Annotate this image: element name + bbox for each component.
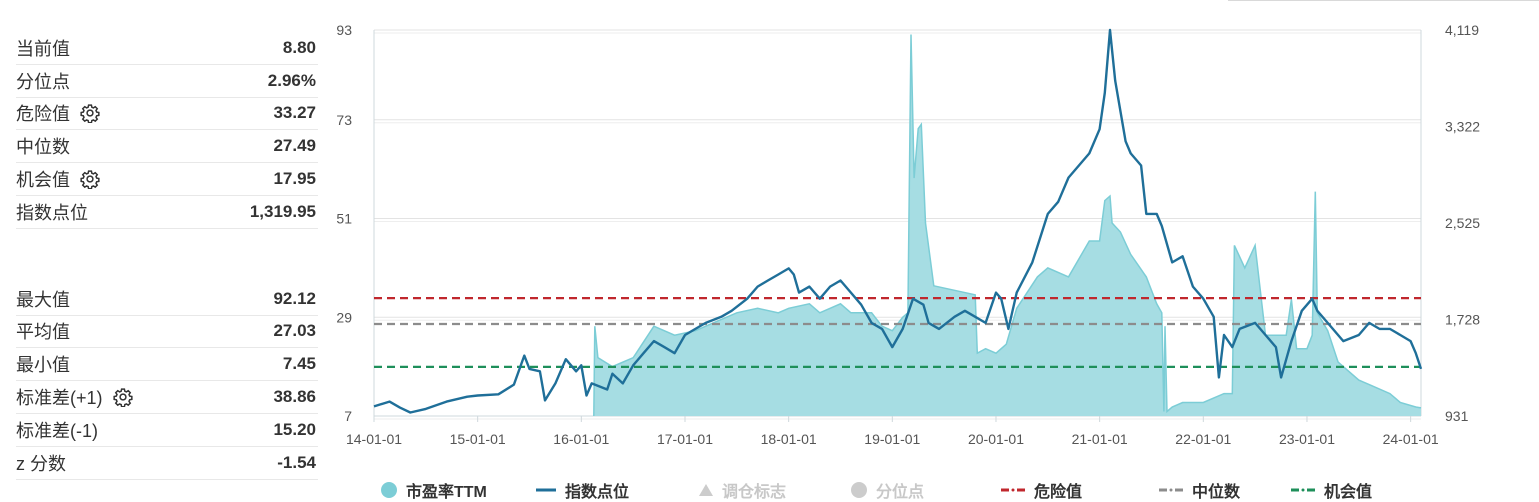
x-tick-label: 22-01-01 [1175, 431, 1231, 447]
stat-label: 最大值 [16, 286, 70, 312]
stat-value: 17.95 [273, 169, 316, 189]
legend-dot-icon [381, 482, 397, 498]
legend-item[interactable]: 指数点位 [535, 478, 629, 502]
stat-label-text: 最大值 [16, 289, 70, 310]
y-left-tick-label: 93 [336, 22, 352, 38]
stat-value: 38.86 [273, 387, 316, 407]
index-line [373, 28, 1423, 414]
stat-label-text: 中位数 [16, 137, 70, 158]
pe-area [593, 34, 1421, 416]
x-tick-label: 17-01-01 [657, 431, 713, 447]
stat-row: 中位数 27.49 [16, 130, 318, 164]
legend-dash-icon [1291, 488, 1315, 492]
stat-label-text: z 分数 [16, 453, 67, 474]
stat-label: z 分数 [16, 450, 66, 476]
stat-value: 2.96% [267, 70, 316, 90]
pe-chart: 93 73 51 29 7 4,119 3,322 2,525 1,728 931 14-01-01… [336, 22, 1480, 447]
stat-label: 机会值 [16, 166, 100, 192]
gear-icon[interactable] [112, 387, 133, 408]
x-tick-label: 15-01-01 [450, 431, 506, 447]
legend-label: 中位数 [1192, 484, 1241, 501]
legend-item[interactable]: 危险值 [1000, 478, 1082, 502]
y-right-tick-label: 2,525 [1445, 215, 1480, 231]
legend-label: 调仓标志 [722, 484, 787, 501]
top-border-line [1228, 0, 1539, 1]
stat-value: 33.27 [273, 103, 316, 123]
stat-value: 27.49 [273, 136, 316, 156]
legend-line-icon [536, 488, 556, 492]
stat-label-text: 平均值 [16, 322, 70, 343]
y-right-tick-label: 931 [1445, 408, 1469, 424]
legend-label: 市盈率TTM [406, 484, 487, 501]
stat-row: 平均值 27.03 [16, 316, 318, 349]
legend-label: 机会值 [1324, 484, 1373, 501]
legend-label: 分位点 [876, 484, 925, 501]
stat-label: 指数点位 [16, 199, 88, 225]
stat-label-text: 机会值 [16, 170, 70, 191]
x-tick-label: 14-01-01 [346, 431, 402, 447]
pe-line [593, 34, 1422, 417]
stat-value: 1,319.95 [249, 201, 316, 221]
stat-row: 标准差(+1) 38.86 [16, 381, 318, 414]
x-tick-label: 18-01-01 [761, 431, 817, 447]
stat-label-text: 标准差(+1) [16, 388, 103, 409]
stat-label: 平均值 [16, 318, 70, 344]
stat-label-text: 危险值 [16, 104, 70, 125]
legend-label: 危险值 [1034, 484, 1083, 501]
stat-row: 最大值 92.12 [16, 283, 318, 316]
legend-label: 指数点位 [565, 484, 630, 501]
legend-item[interactable]: 分位点 [850, 478, 924, 502]
legend-item[interactable]: 市盈率TTM [380, 478, 487, 502]
stat-value: 8.80 [282, 37, 316, 57]
stat-label: 中位数 [16, 133, 70, 159]
legend-dot-icon [851, 482, 867, 498]
stat-value: 27.03 [273, 321, 316, 341]
stat-label: 标准差(+1) [16, 384, 133, 410]
stat-label: 当前值 [16, 35, 70, 61]
stat-label-text: 指数点位 [16, 202, 88, 223]
stat-label-text: 分位点 [16, 71, 70, 92]
stat-row: 分位点 2.96% [16, 65, 318, 98]
legend-triangle-icon [699, 484, 713, 496]
stat-row: z 分数 -1.54 [16, 447, 318, 480]
legend-dash-icon [1001, 488, 1025, 492]
y-left-tick-label: 7 [344, 408, 352, 424]
x-tick-label: 24-01-01 [1383, 431, 1439, 447]
legend-item[interactable]: 调仓标志 [698, 478, 786, 502]
x-tick-label: 19-01-01 [864, 431, 920, 447]
gear-icon[interactable] [80, 169, 100, 190]
y-left-tick-label: 29 [336, 309, 352, 325]
stat-row: 危险值 33.27 [16, 98, 318, 131]
legend-item[interactable]: 机会值 [1290, 478, 1372, 502]
stat-label-text: 最小值 [16, 355, 70, 376]
stat-label: 最小值 [16, 351, 70, 377]
stat-row: 最小值 7.45 [16, 348, 318, 382]
stat-label: 标准差(-1) [16, 417, 98, 443]
stat-label: 分位点 [16, 68, 70, 94]
y-left-tick-label: 73 [336, 112, 352, 128]
y-left-tick-label: 51 [336, 211, 352, 227]
stat-value: 7.45 [282, 354, 316, 374]
x-tick-label: 21-01-01 [1072, 431, 1128, 447]
x-tick-label: 20-01-01 [968, 431, 1024, 447]
stat-label-text: 当前值 [16, 38, 70, 59]
legend-dash-icon [1159, 488, 1183, 492]
stat-row: 标准差(-1) 15.20 [16, 414, 318, 447]
stat-row: 当前值 8.80 [16, 32, 318, 65]
legend-item[interactable]: 中位数 [1158, 478, 1240, 502]
y-right-tick-label: 3,322 [1445, 119, 1480, 135]
x-tick-label: 16-01-01 [553, 431, 609, 447]
stat-row: 机会值 17.95 [16, 163, 318, 196]
gear-icon[interactable] [80, 103, 100, 124]
stat-row: 指数点位 1,319.95 [16, 196, 318, 229]
stat-label-text: 标准差(-1) [16, 420, 98, 441]
y-right-tick-label: 1,728 [1445, 312, 1480, 328]
stat-value: 92.12 [273, 288, 316, 308]
stats-panel: 当前值 8.80 分位点 2.96% 危险值 33.27 中位数 27.49 机会值 17.95 指… [16, 32, 318, 480]
y-right-tick-label: 4,119 [1445, 22, 1479, 38]
stat-value: -1.54 [277, 452, 316, 472]
stat-label: 危险值 [16, 100, 100, 126]
x-tick-label: 23-01-01 [1279, 431, 1335, 447]
stat-value: 15.20 [273, 419, 316, 439]
